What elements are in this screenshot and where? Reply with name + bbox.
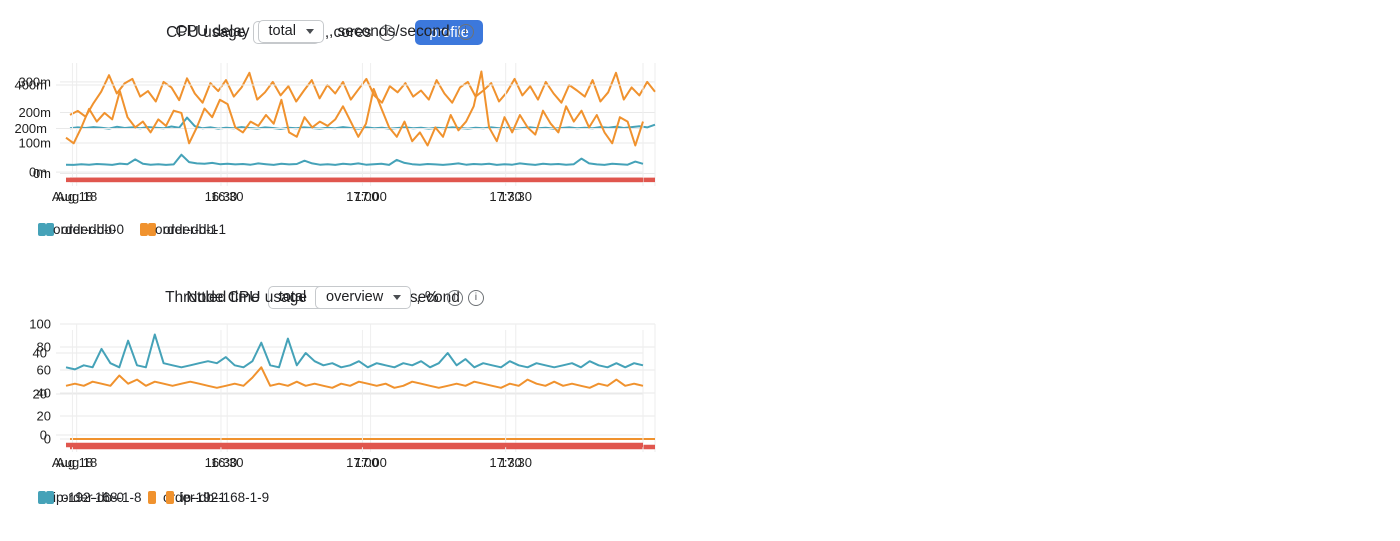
chevron-down-icon [305,28,314,34]
legend-swatch [140,223,149,236]
series-line-order-db-0 [65,153,644,166]
y-axis-tick-label: 0m [33,166,51,181]
y-axis-tick-label: 100m [18,135,51,150]
dropdown-value: total [268,23,296,39]
legend-label: ip-192-168-1-9 [180,490,270,505]
x-axis-tick-label: 16:30 [205,189,238,204]
chart-title-text: Node CPU usage [186,288,307,306]
legend-label: order-db-1 [163,222,227,237]
x-axis-tick-label: 17:00 [354,455,387,470]
y-axis-tick-label: 0m [29,165,47,180]
chart-title-text: CPU usage [166,23,246,41]
y-axis-tick-label: 200m [18,105,51,120]
chart-title-unit: , seconds/second [328,22,450,40]
dropdown-value: overview [326,289,384,305]
x-axis-tick-label: 17:00 [354,189,387,204]
info-icon[interactable]: i [457,23,474,40]
view-mode-dropdown[interactable]: overview [315,286,412,309]
legend-item[interactable]: ip-192-168-1-9 [165,490,270,505]
chart-title-text: CPU delay [175,22,250,40]
info-icon[interactable]: i [379,24,396,41]
y-axis-tick-label: 0 [44,432,51,447]
x-axis-tick-label: 17:30 [499,189,532,204]
chart-title-text: Throttled time [165,288,260,306]
legend-label: order-db-0 [61,490,125,505]
y-axis-tick-label: 40 [37,386,51,401]
y-axis-tick-label: 200m [14,121,47,136]
y-axis-tick-label: 80 [37,340,51,355]
line-chart[interactable]: 0m 200m 400m Aug 18 16:30 17:00 17:30 [0,55,685,215]
x-axis-tick-label: 16:30 [211,455,244,470]
x-axis-tick-label: 16:30 [205,455,238,470]
y-axis-tick-label: 400m [14,77,47,92]
x-axis-tick-label: 16:30 [211,189,244,204]
x-axis-tick-label: 17:30 [499,455,532,470]
legend-item[interactable]: order-db-0 [46,222,124,237]
legend-item[interactable]: order-db-0 [38,222,116,237]
legend-item[interactable]: order-db-1 [140,222,218,237]
y-axis-tick-label: 20 [33,386,47,401]
y-axis-tick-label: 100 [29,318,51,332]
chart-title: Node CPU usage overview , % i [0,268,685,309]
legend: ip-192-168-1-8 ip-192-168-1-9 [38,490,269,505]
legend-swatch [38,223,46,236]
legend-swatch [38,491,46,504]
aggregation-dropdown[interactable]: total [257,20,324,43]
chart-node-cpu-usage: Node CPU usage overview , % i 0 20 40 Aug 1… [0,268,685,528]
y-axis-tick-label: 0 [40,427,47,442]
chart-title: CPU delay total , seconds/second i [0,0,685,43]
legend-swatch [165,491,174,504]
y-axis-tick-label: 300m [18,74,51,89]
x-axis-tick-label: Aug 18 [56,455,97,470]
y-axis-tick-label: 60 [37,363,51,378]
info-icon[interactable]: i [467,289,484,306]
legend-swatch [148,223,157,236]
legend-swatch [148,491,157,504]
legend-item[interactable]: order-db-1 [148,490,226,505]
dropdown-value: total [278,289,307,305]
x-axis-tick-label: 17:30 [489,455,522,470]
chart-title-unit: , % [416,288,439,306]
legend-item[interactable]: ip-192-168-1-8 [38,490,142,505]
y-axis-tick-label: 20 [37,409,51,424]
legend: order-db-0 order-db-1 [46,490,226,505]
chart-title-unit: , cores [324,23,372,41]
legend-label: order-db-0 [61,222,125,237]
legend-label: order-db-1 [163,490,227,505]
legend-label: ip-192-168-1-8 [53,490,142,505]
legend-swatch [46,491,54,504]
legend-label: order-db-0 [53,222,117,237]
x-axis-tick-label: 17:30 [489,189,522,204]
x-axis-tick-label: Aug 18 [56,189,97,204]
x-axis-tick-label: Aug 18 [52,455,93,470]
info-icon[interactable]: i [446,289,463,306]
series-line-ip-192-168-1-9 [65,366,644,389]
chart-cpu-delay: CPU delay total , seconds/second i 0m 200… [0,0,685,260]
legend-item[interactable]: order-db-0 [46,490,124,505]
x-axis-tick-label: Aug 18 [52,189,93,204]
y-axis-tick-label: 40 [33,345,47,360]
legend: order-db-0 order-db-1 [38,222,218,237]
legend-item[interactable]: order-db-1 [148,222,226,237]
series-line-order-db-1 [65,70,644,147]
legend-swatch [46,223,54,236]
x-axis-tick-label: 17:00 [346,189,379,204]
legend: order-db-0 order-db-1 [46,222,226,237]
series-line-ip-192-168-1-8 [65,333,644,371]
x-axis-tick-label: 17:00 [346,455,379,470]
chevron-down-icon [393,294,402,300]
legend-label: order-db-1 [155,222,219,237]
